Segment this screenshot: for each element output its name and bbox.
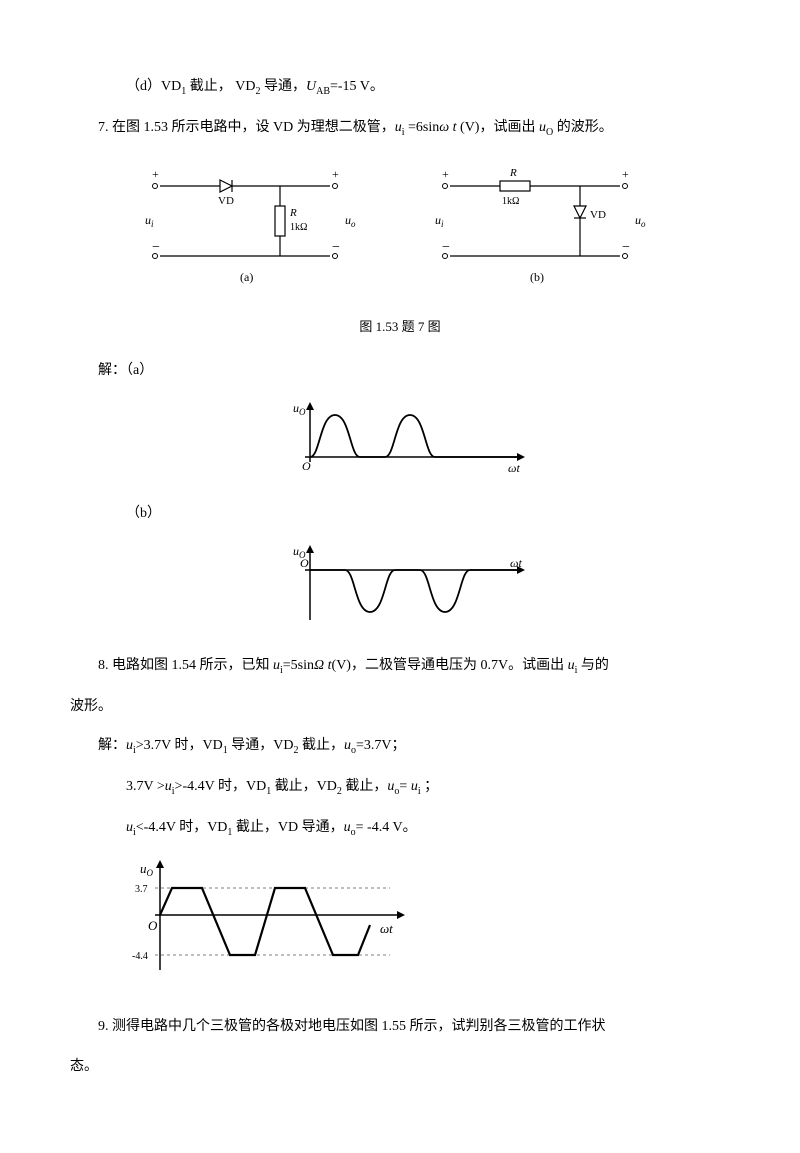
- svg-text:+: +: [152, 167, 159, 181]
- r-label-b: R: [509, 167, 517, 179]
- svg-text:O: O: [302, 459, 311, 473]
- question-9: 9. 测得电路中几个三极管的各极对地电压如图 1.55 所示，试判别各三极管的工…: [70, 1014, 730, 1039]
- question-7: 7. 在图 1.53 所示电路中，设 VD 为理想二极管，ui =6sinω t…: [70, 115, 730, 142]
- svg-text:uO: uO: [140, 861, 154, 878]
- svg-text:+: +: [332, 167, 339, 181]
- svg-text:ωt: ωt: [508, 461, 520, 475]
- wave-8-svg: uO O ωt 3.7 -4.4: [130, 855, 430, 985]
- item-d: （d）VD1 截止， VD2 导通，UAB=-15 V。: [70, 74, 730, 101]
- sol8-line2: 3.7V >ui>-4.4V 时，VD1 截止，VD2 截止，uo= ui ；: [70, 774, 730, 801]
- uo-label-b: uo: [635, 213, 646, 229]
- question-8-cont: 波形。: [70, 694, 730, 719]
- vd-label-b: VD: [590, 209, 606, 221]
- svg-text:−: −: [442, 240, 450, 255]
- solution-7: 解：（a） uO O ωt （b） uO O ωt: [70, 358, 730, 639]
- sub-a: (a): [240, 270, 253, 284]
- uo-label-a: uo: [345, 213, 356, 229]
- sub-b: (b): [530, 270, 544, 284]
- circuits-svg: VD R 1kΩ + + − − ui uo (a) R 1kΩ: [130, 156, 670, 296]
- svg-text:+: +: [442, 167, 449, 181]
- sol-a-label: 解：（a）: [98, 363, 153, 378]
- sol8-line1: 解：ui>3.7V 时，VD1 导通，VD2 截止，uo=3.7V；: [70, 733, 730, 760]
- svg-text:+: +: [622, 167, 629, 181]
- svg-text:ωt: ωt: [380, 921, 393, 936]
- wave-8: uO O ωt 3.7 -4.4: [130, 855, 730, 994]
- rval-b: 1kΩ: [502, 196, 519, 207]
- rval-a: 1kΩ: [290, 222, 307, 233]
- top-label: 3.7: [135, 884, 148, 895]
- ui-label-b: ui: [435, 213, 444, 229]
- wave-a-svg: uO O ωt: [290, 397, 550, 477]
- wave-b-svg: uO O ωt: [290, 540, 550, 630]
- circuit-figures: VD R 1kΩ + + − − ui uo (a) R 1kΩ: [70, 156, 730, 305]
- bot-label: -4.4: [132, 951, 148, 962]
- svg-text:−: −: [152, 240, 160, 255]
- fig-caption-153: 图 1.53 题 7 图: [70, 315, 730, 338]
- svg-text:−: −: [622, 240, 630, 255]
- question-8: 8. 电路如图 1.54 所示，已知 ui=5sinΩ t(V)，二极管导通电压…: [70, 653, 730, 680]
- sol8-line3: ui<-4.4V 时，VD1 截止，VD 导通，uo= -4.4 V。: [70, 815, 730, 842]
- r-label-a: R: [289, 207, 297, 219]
- sol-b-label: （b）: [126, 506, 161, 521]
- svg-text:O: O: [148, 918, 158, 933]
- vd-label-a: VD: [218, 195, 234, 207]
- svg-text:ωt: ωt: [510, 556, 522, 570]
- svg-text:−: −: [332, 240, 340, 255]
- question-9-cont: 态。: [70, 1054, 730, 1079]
- ui-label-a: ui: [145, 213, 154, 229]
- svg-text:O: O: [300, 556, 309, 570]
- svg-text:uO: uO: [293, 401, 306, 417]
